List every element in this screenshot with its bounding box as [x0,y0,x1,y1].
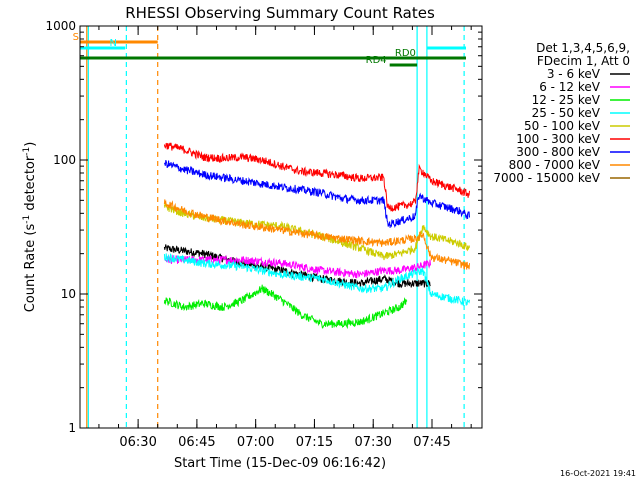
legend-entry: 3 - 6 keV [547,67,601,81]
series-line [163,199,470,270]
y-label-part: Count Rate (s [23,224,38,313]
x-tick-label: 07:45 [413,435,450,450]
chart-title: RHESSI Observing Summary Count Rates [125,4,435,22]
x-axis-label: Start Time (15-Dec-09 06:16:42) [174,456,386,471]
legend-entry: 50 - 100 keV [524,119,601,133]
plot-area: S N RD0 RD4 [73,26,470,428]
legend-entry: 800 - 7000 keV [509,158,601,172]
legend-entry: 300 - 800 keV [516,145,600,159]
vertical-markers [86,26,465,428]
series-line [163,253,470,307]
y-label-sup-2: -1 [22,147,32,156]
x-tick-label: 07:30 [354,435,391,450]
x-tick-label: 06:45 [178,435,215,450]
series-line [163,244,431,289]
legend-header-1: Det 1,3,4,5,6,9, [536,41,630,55]
y-tick-label: 100 [53,153,76,167]
legend-entry: 7000 - 15000 keV [493,171,600,185]
flag-label: RD4 [366,55,387,66]
y-axis-label: Count Rate (s-1 detector-1) [22,142,38,313]
series-line [163,142,470,212]
flag-bars: S N RD0 RD4 [73,32,466,67]
legend-entry: 6 - 12 keV [539,80,601,94]
y-tick-label: 1000 [45,19,76,33]
y-label-part: detector [23,155,38,215]
plot-frame [79,25,483,429]
flag-label: N [110,38,117,49]
x-tick-label: 07:00 [237,435,274,450]
series-line [164,254,431,279]
series-group [163,142,470,330]
x-tick-label: 07:15 [296,435,333,450]
legend-entry: 12 - 25 keV [532,93,601,107]
flag-label: RD0 [395,48,416,59]
series-line [163,160,470,229]
legend: Det 1,3,4,5,6,9, FDecim 1, Att 0 3 - 6 k… [493,41,630,185]
y-tick-label: 10 [61,287,76,301]
y-label-part: ) [23,142,38,147]
y-label-sup-1: -1 [22,215,32,224]
x-tick-label: 06:30 [119,435,156,450]
footer-timestamp: 16-Oct-2021 19:41 [560,469,636,478]
legend-header-2: FDecim 1, Att 0 [537,54,630,68]
y-tick-label: 1 [68,421,76,435]
series-line [163,284,408,330]
y-axis: 1 10 100 1000 [45,19,482,435]
x-axis: 06:30 06:45 07:00 07:15 07:30 07:45 [98,26,472,450]
flag-label: S [73,32,79,43]
legend-entry: 25 - 50 keV [532,106,601,120]
legend-entry: 100 - 300 keV [516,132,600,146]
